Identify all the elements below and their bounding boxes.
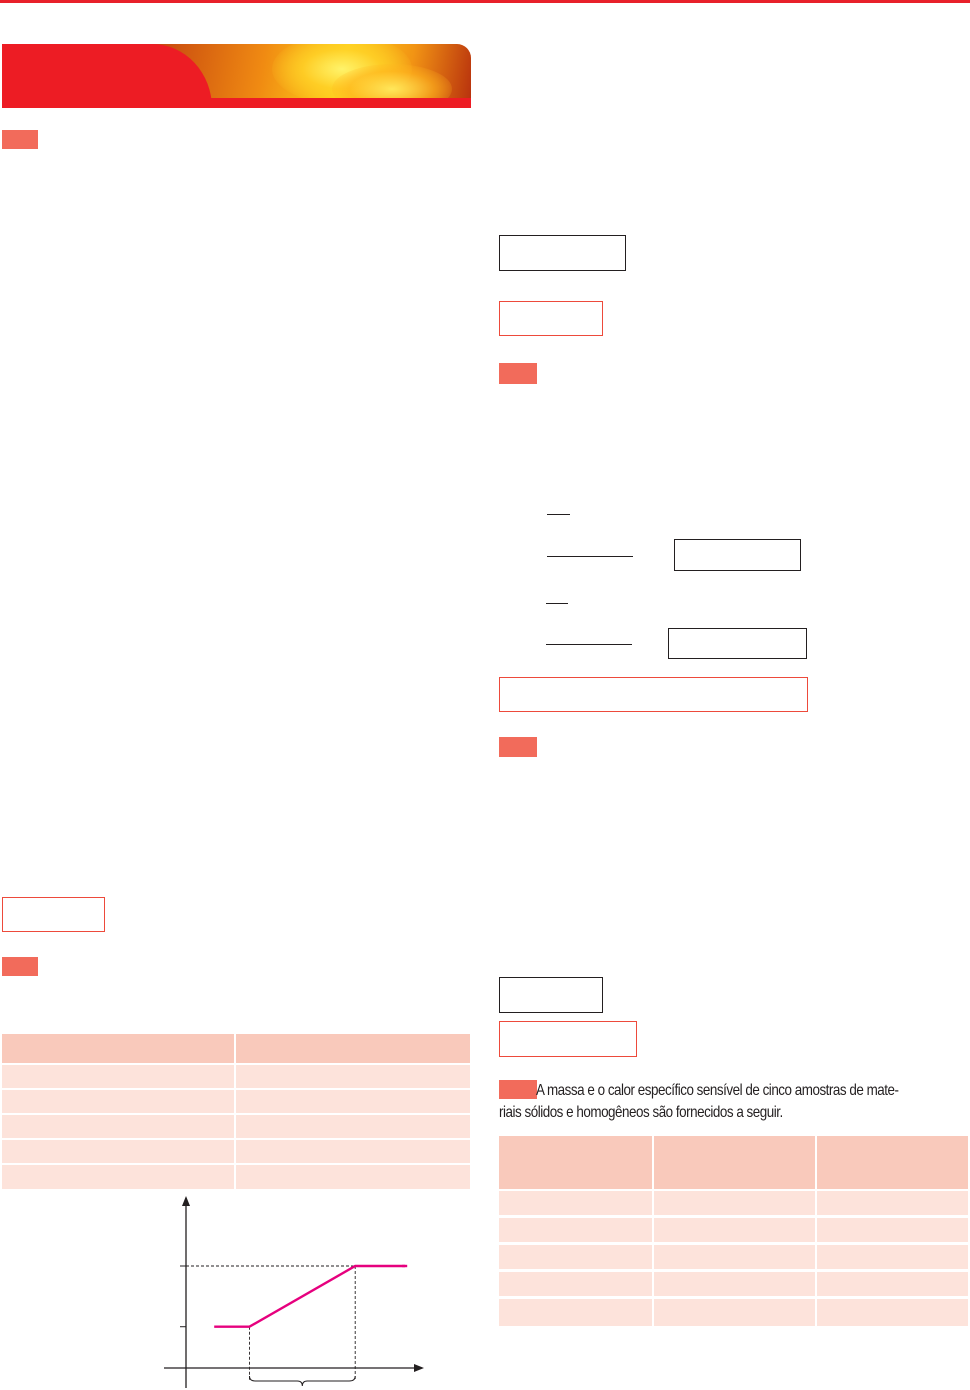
table-row [499,1218,968,1242]
banner-red-panel [2,44,212,108]
exercise-number-tag [2,957,38,976]
table-header-cell [654,1136,817,1189]
table-cell [817,1245,968,1269]
answer-box [499,301,603,336]
question-text: A massa e o calor específico sensível de… [499,1080,968,1124]
fraction-bar [547,514,570,516]
table-row [2,1115,470,1138]
table-cell [499,1245,654,1269]
table-cell [817,1272,968,1296]
table-row [2,1065,470,1088]
exercise-number-tag [499,1080,537,1099]
materials-table [499,1136,968,1326]
table-cell [817,1299,968,1326]
data-table-left [2,1034,470,1189]
table-cell [654,1191,817,1215]
heating-curve-graph [164,1196,424,1388]
table-cell [654,1272,817,1296]
table-cell [654,1218,817,1242]
answer-box [499,677,808,712]
table-cell [499,1299,654,1326]
table-cell [817,1191,968,1215]
table-header-cell [499,1136,654,1189]
table-header-cell [236,1034,470,1063]
table-row [499,1245,968,1269]
table-header-row [499,1136,968,1189]
question-line: riais sólidos e homogêneos são fornecido… [499,1104,783,1121]
table-row [499,1299,968,1326]
table-cell [2,1115,236,1138]
answer-box [668,628,807,659]
chapter-banner [2,44,471,108]
table-cell [2,1065,236,1088]
table-cell [499,1272,654,1296]
table-header-row [2,1034,470,1063]
heating-curve-line [214,1264,406,1328]
question-line-1: A massa e o calor específico sensível de… [535,1082,899,1099]
table-cell [236,1090,470,1113]
interval-brace [248,1375,356,1387]
table-cell [236,1115,470,1138]
x-axis-arrow-icon [414,1364,424,1372]
banner-base [2,98,471,108]
table-cell [2,1090,236,1113]
fraction-bar [547,556,633,558]
top-accent-line [0,0,970,3]
exercise-number-tag [2,130,38,149]
question-line: A massa e o calor específico sensível de… [499,1080,968,1102]
fraction-bar [546,603,568,605]
answer-box [2,897,105,932]
table-cell [499,1218,654,1242]
table-row [499,1191,968,1215]
answer-box [499,1021,637,1057]
table-cell [654,1245,817,1269]
table-cell [236,1065,470,1088]
table-cell [817,1218,968,1242]
exercise-number-tag [499,737,537,757]
table-header-cell [2,1034,236,1063]
table-row [2,1090,470,1113]
fraction-bar [546,644,632,646]
answer-box [499,235,626,271]
table-cell [236,1140,470,1163]
table-cell [2,1140,236,1163]
table-header-cell [817,1136,968,1189]
table-cell [499,1191,654,1215]
table-cell [654,1299,817,1326]
answer-box [674,539,801,571]
y-axis-arrow-icon [182,1196,190,1206]
exercise-number-tag [499,363,537,384]
table-cell [2,1165,236,1189]
table-row [2,1140,470,1163]
table-cell [236,1165,470,1189]
answer-box [499,977,603,1013]
table-row [499,1272,968,1296]
table-row [2,1165,470,1189]
